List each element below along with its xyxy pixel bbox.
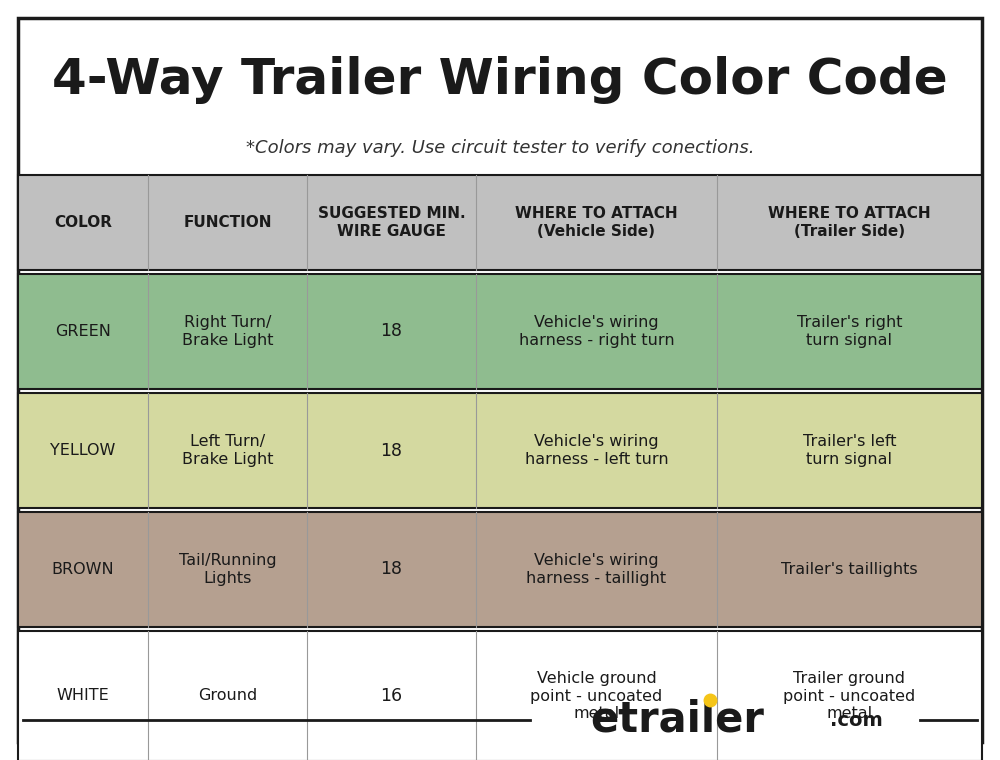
Text: Trailer's taillights: Trailer's taillights [781,562,918,577]
Text: YELLOW: YELLOW [50,443,116,458]
Text: Left Turn/
Brake Light: Left Turn/ Brake Light [182,434,273,467]
Text: Trailer's left
turn signal: Trailer's left turn signal [803,434,896,467]
Text: GREEN: GREEN [55,324,111,339]
Text: Vehicle ground
point - uncoated
metal: Vehicle ground point - uncoated metal [530,671,663,721]
Text: Right Turn/
Brake Light: Right Turn/ Brake Light [182,315,273,348]
Text: .com: .com [830,711,883,730]
Text: Vehicle's wiring
harness - left turn: Vehicle's wiring harness - left turn [525,434,668,467]
Bar [18,274,982,389]
Text: Vehicle's wiring
harness - taillight: Vehicle's wiring harness - taillight [526,553,666,586]
Text: COLOR: COLOR [54,215,112,230]
Text: 16: 16 [380,687,403,705]
Text: Tail/Running
Lights: Tail/Running Lights [179,553,276,586]
Text: BROWN: BROWN [52,562,114,577]
Text: 18: 18 [381,442,403,460]
Bar [18,512,982,627]
Text: 18: 18 [381,322,403,340]
Text: Trailer ground
point - uncoated
metal: Trailer ground point - uncoated metal [783,671,916,721]
Text: 4-Way Trailer Wiring Color Code: 4-Way Trailer Wiring Color Code [52,56,948,104]
Bar [18,175,982,270]
Text: Trailer's right
turn signal: Trailer's right turn signal [797,315,902,348]
Bar [18,393,982,508]
Bar [18,631,982,760]
Text: WHERE TO ATTACH
(Trailer Side): WHERE TO ATTACH (Trailer Side) [768,206,931,239]
Text: 18: 18 [381,561,403,578]
Text: etrailer: etrailer [590,699,764,741]
Text: SUGGESTED MIN.
WIRE GAUGE: SUGGESTED MIN. WIRE GAUGE [318,206,465,239]
Text: Ground: Ground [198,689,257,704]
Text: WHERE TO ATTACH
(Vehicle Side): WHERE TO ATTACH (Vehicle Side) [515,206,678,239]
Text: *Colors may vary. Use circuit tester to verify conections.: *Colors may vary. Use circuit tester to … [246,139,754,157]
Text: FUNCTION: FUNCTION [183,215,272,230]
Text: WHITE: WHITE [57,689,109,704]
Text: Vehicle's wiring
harness - right turn: Vehicle's wiring harness - right turn [519,315,674,348]
